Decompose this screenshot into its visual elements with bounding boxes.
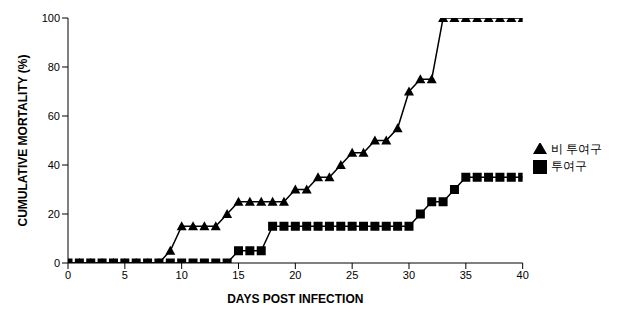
svg-text:DAYS POST INFECTION: DAYS POST INFECTION bbox=[227, 292, 363, 306]
svg-text:35: 35 bbox=[460, 269, 472, 281]
svg-text:30: 30 bbox=[403, 269, 415, 281]
svg-text:20: 20 bbox=[48, 208, 60, 220]
svg-text:15: 15 bbox=[232, 269, 244, 281]
svg-text:0: 0 bbox=[54, 257, 60, 269]
svg-text:0: 0 bbox=[65, 269, 71, 281]
html-text:투여구: 투여구 bbox=[550, 159, 587, 173]
svg-text:40: 40 bbox=[517, 269, 529, 281]
svg-text:80: 80 bbox=[48, 61, 60, 73]
html-text:비 투여구: 비 투여구 bbox=[550, 142, 602, 156]
svg-text:100: 100 bbox=[42, 12, 60, 24]
svg-text:CUMULATIVE MORTALITY (%): CUMULATIVE MORTALITY (%) bbox=[16, 55, 30, 227]
svg-text:10: 10 bbox=[176, 269, 188, 281]
svg-text:40: 40 bbox=[48, 159, 60, 171]
svg-text:20: 20 bbox=[289, 269, 301, 281]
svg-text:25: 25 bbox=[346, 269, 358, 281]
svg-text:5: 5 bbox=[122, 269, 128, 281]
svg-text:60: 60 bbox=[48, 110, 60, 122]
